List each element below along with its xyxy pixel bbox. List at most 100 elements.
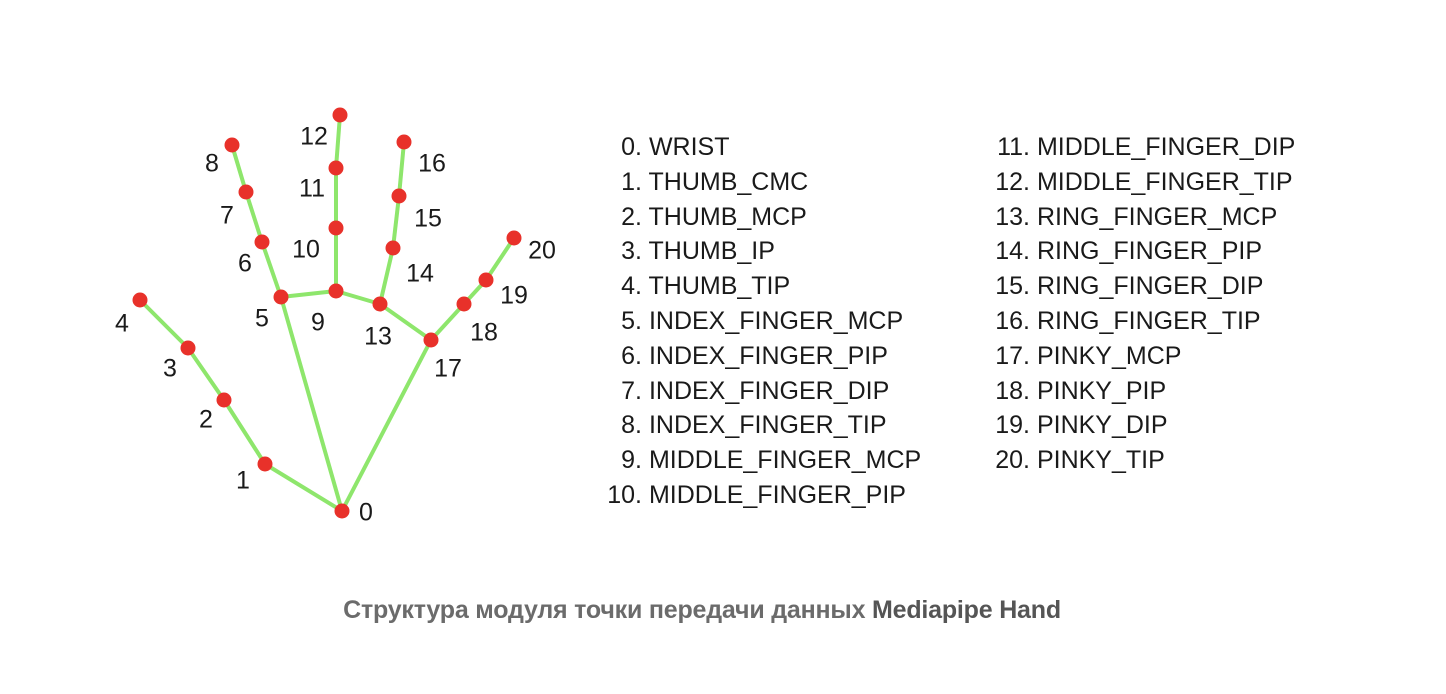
connection-0-17 <box>340 338 433 513</box>
legend-item-number: 7. <box>621 376 642 405</box>
legend-item-name: MIDDLE_FINGER_PIP <box>642 480 906 509</box>
legend-item-17: 17. PINKY_MCP <box>980 339 1295 374</box>
landmark-point-4 <box>132 292 148 308</box>
landmark-label-12: 12 <box>300 123 328 151</box>
legend-item-name: PINKY_MCP <box>1030 341 1182 370</box>
landmark-label-13: 13 <box>364 323 392 351</box>
legend-item-7: 7. INDEX_FINGER_DIP <box>592 374 921 409</box>
legend-item-number: 17. <box>995 341 1030 370</box>
connection-9-13 <box>334 289 382 306</box>
landmark-label-14: 14 <box>406 260 434 288</box>
connection-17-18 <box>429 302 466 342</box>
landmark-label-1: 1 <box>236 467 250 495</box>
legend-item-0: 0. WRIST <box>592 130 921 165</box>
landmark-label-16: 16 <box>418 150 446 178</box>
legend-item-8: 8. INDEX_FINGER_TIP <box>592 408 921 443</box>
legend-item-number: 10. <box>607 480 642 509</box>
landmark-point-3 <box>180 340 196 356</box>
legend-item-name: MIDDLE_FINGER_TIP <box>1030 167 1293 196</box>
connection-13-17 <box>378 302 433 342</box>
legend-item-name: PINKY_TIP <box>1030 446 1165 475</box>
caption-text: Структура модуля точки передачи данных <box>343 596 873 624</box>
connection-19-20 <box>484 236 516 282</box>
legend-item-name: WRIST <box>642 133 730 161</box>
landmark-label-8: 8 <box>205 150 219 178</box>
legend-item-20: 20. PINKY_TIP <box>980 443 1295 478</box>
legend-item-16: 16. RING_FINGER_TIP <box>980 304 1295 339</box>
landmark-label-2: 2 <box>199 406 213 434</box>
connection-15-16 <box>397 140 406 198</box>
legend-item-number: 2. <box>621 202 642 231</box>
connection-13-14 <box>378 246 395 306</box>
legend-item-2: 2. THUMB_MCP <box>592 200 921 235</box>
legend-item-number: 15. <box>995 272 1030 301</box>
landmark-point-8 <box>224 137 240 153</box>
legend-item-number: 6. <box>621 341 642 370</box>
landmark-point-20 <box>506 230 522 246</box>
legend-item-number: 11. <box>997 133 1030 161</box>
legend-item-name: INDEX_FINGER_PIP <box>642 341 888 370</box>
legend-item-name: RING_FINGER_TIP <box>1030 306 1261 335</box>
legend-item-number: 5. <box>621 306 642 335</box>
legend-item-name: INDEX_FINGER_TIP <box>642 411 887 440</box>
legend-item-11: 11. MIDDLE_FINGER_DIP <box>980 130 1295 165</box>
connection-14-15 <box>391 194 401 250</box>
connection-1-2 <box>222 398 267 466</box>
landmark-point-14 <box>385 240 401 256</box>
landmark-point-17 <box>423 332 439 348</box>
legend-item-name: MIDDLE_FINGER_DIP <box>1030 133 1296 161</box>
landmark-label-15: 15 <box>414 205 442 233</box>
legend-item-1: 1. THUMB_CMC <box>592 165 921 200</box>
landmark-label-7: 7 <box>220 202 234 230</box>
legend-item-number: 14. <box>995 237 1030 266</box>
legend-item-name: PINKY_PIP <box>1030 376 1167 405</box>
figure-caption: Структура модуля точки передачи данных M… <box>0 596 1404 625</box>
legend-item-12: 12. MIDDLE_FINGER_TIP <box>980 165 1295 200</box>
legend-item-number: 0. <box>621 133 642 161</box>
landmark-point-18 <box>456 296 472 312</box>
landmark-legend-column-1: 0. WRIST 1. THUMB_CMC 2. THUMB_MCP 3. THUMB… <box>592 130 921 513</box>
connection-11-12 <box>334 113 342 170</box>
landmark-label-11: 11 <box>299 175 325 203</box>
legend-item-name: RING_FINGER_MCP <box>1030 202 1278 231</box>
legend-item-number: 8. <box>621 411 642 440</box>
legend-item-name: THUMB_CMC <box>642 167 809 196</box>
legend-item-15: 15. RING_FINGER_DIP <box>980 269 1295 304</box>
landmark-point-19 <box>478 272 494 288</box>
legend-item-14: 14. RING_FINGER_PIP <box>980 234 1295 269</box>
landmark-label-19: 19 <box>500 282 528 310</box>
landmark-label-9: 9 <box>311 309 325 337</box>
connection-0-1 <box>263 462 344 513</box>
landmark-point-2 <box>216 392 232 408</box>
landmark-point-10 <box>328 220 344 236</box>
connection-5-9 <box>279 289 338 299</box>
landmark-point-0 <box>334 503 350 519</box>
legend-item-name: RING_FINGER_DIP <box>1030 272 1264 301</box>
landmark-point-15 <box>391 188 407 204</box>
landmark-point-1 <box>257 456 273 472</box>
legend-item-number: 9. <box>621 446 642 475</box>
legend-item-5: 5. INDEX_FINGER_MCP <box>592 304 921 339</box>
landmark-point-13 <box>372 296 388 312</box>
landmark-label-4: 4 <box>115 310 129 338</box>
landmark-label-17: 17 <box>434 355 462 383</box>
landmark-label-6: 6 <box>238 250 252 278</box>
landmark-point-11 <box>328 160 344 176</box>
legend-item-number: 19. <box>995 411 1030 440</box>
legend-item-10: 10. MIDDLE_FINGER_PIP <box>592 478 921 513</box>
legend-item-name: INDEX_FINGER_DIP <box>642 376 890 405</box>
legend-item-number: 1. <box>621 167 642 196</box>
legend-item-number: 20. <box>995 446 1030 475</box>
legend-item-name: THUMB_TIP <box>642 272 791 301</box>
legend-item-number: 12. <box>995 167 1030 196</box>
landmark-label-18: 18 <box>470 319 498 347</box>
legend-item-6: 6. INDEX_FINGER_PIP <box>592 339 921 374</box>
legend-item-number: 13. <box>995 202 1030 231</box>
legend-item-name: RING_FINGER_PIP <box>1030 237 1262 266</box>
landmark-point-6 <box>254 234 270 250</box>
legend-item-18: 18. PINKY_PIP <box>980 374 1295 409</box>
legend-item-3: 3. THUMB_IP <box>592 234 921 269</box>
landmark-connections <box>138 113 516 513</box>
